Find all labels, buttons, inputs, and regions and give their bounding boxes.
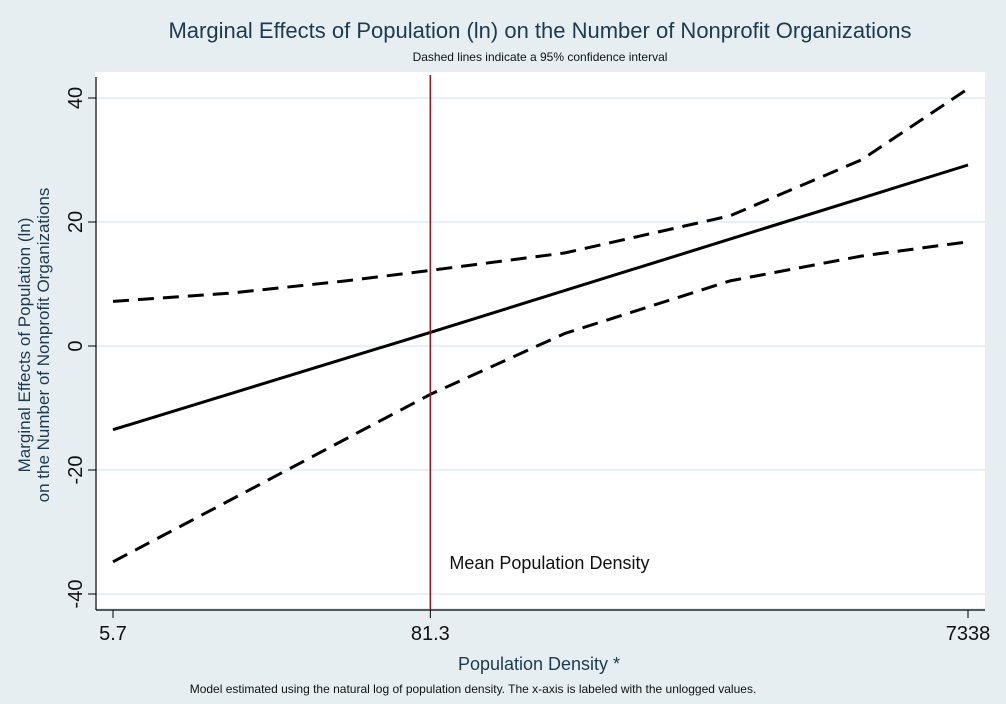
- y-tick-label: -40: [65, 580, 87, 609]
- x-axis-title: Population Density *: [458, 654, 620, 674]
- y-tick-label: -20: [65, 456, 87, 485]
- x-tick-label: 81.3: [411, 623, 450, 645]
- y-axis-title-line2: on the Number of Nonprofit Organizations: [34, 188, 53, 503]
- x-tick-label: 5.7: [99, 623, 127, 645]
- mean-reference-label: Mean Population Density: [449, 553, 649, 573]
- y-tick-label: 0: [65, 340, 87, 351]
- reference-line-group: Mean Population Density: [429, 75, 649, 610]
- y-tick-label: 20: [65, 211, 87, 233]
- series-upper-line: [112, 87, 969, 303]
- chart-subtitle: Dashed lines indicate a 95% confidence i…: [413, 50, 668, 64]
- y-tick-label: 40: [65, 87, 87, 109]
- chart-title: Marginal Effects of Population (ln) on t…: [168, 18, 911, 43]
- axes: -40 -20 0 20 40 5.7 81.3 7338: [65, 77, 990, 645]
- plot-area: [95, 72, 985, 608]
- y-axis-title-line1: Marginal Effects of Population (ln): [15, 218, 34, 473]
- series-lower-line: [112, 240, 969, 564]
- x-tick-label: 7338: [946, 623, 991, 645]
- chart-note: Model estimated using the natural log of…: [190, 682, 757, 696]
